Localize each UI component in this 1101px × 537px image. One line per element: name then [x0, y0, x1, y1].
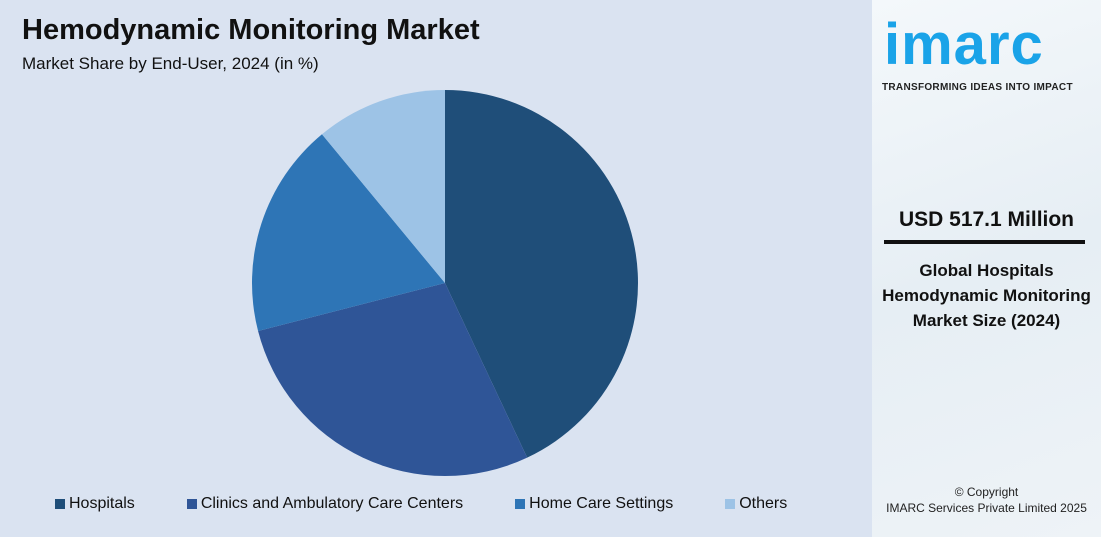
pie-slice-hospitals	[445, 90, 638, 458]
legend-label: Clinics and Ambulatory Care Centers	[200, 495, 464, 512]
tagline: TRANSFORMING IDEAS INTO IMPACT	[882, 82, 1073, 93]
legend: Hospitals Clinics and Ambulatory Care Cen…	[55, 495, 787, 513]
legend-item: Hospitals	[55, 495, 135, 513]
copyright-line1: © Copyright	[954, 485, 1019, 499]
info-panel: imarc TRANSFORMING IDEAS INTO IMPACT USD…	[872, 0, 1101, 537]
logo-text: imarc	[884, 12, 1044, 77]
legend-label: Home Care Settings	[529, 495, 674, 512]
divider	[884, 240, 1085, 244]
copyright-line2: IMARC Services Private Limited 2025	[886, 501, 1087, 515]
pie-chart	[251, 90, 638, 477]
legend-label: Hospitals	[69, 495, 135, 512]
legend-swatch	[55, 499, 65, 509]
market-value: USD 517.1 Million	[898, 208, 1075, 231]
chart-title: Hemodynamic Monitoring Market	[22, 14, 480, 46]
market-description: Global Hospitals Hemodynamic Monitoring …	[882, 261, 1091, 330]
copyright: © Copyright IMARC Services Private Limit…	[872, 484, 1101, 516]
legend-swatch	[186, 499, 197, 509]
legend-item: Home Care Settings	[515, 495, 673, 513]
legend-item: Clinics and Ambulatory Care Centers	[186, 495, 464, 513]
legend-label: Others	[739, 495, 788, 512]
legend-swatch	[725, 499, 736, 509]
imarc-logo: imarc TRANSFORMING IDEAS INTO IMPACT	[882, 10, 1092, 93]
chart-subtitle: Market Share by End-User, 2024 (in %)	[22, 54, 319, 73]
pie-slice-home-care-settings	[251, 134, 445, 331]
pie-slice-clinics-and-ambulatory-care-centers	[258, 283, 528, 477]
chart-panel: Hemodynamic Monitoring Market Market Sha…	[0, 0, 872, 537]
legend-item: Others	[725, 495, 787, 513]
legend-swatch	[515, 499, 526, 509]
pie-slice-others	[321, 90, 445, 283]
